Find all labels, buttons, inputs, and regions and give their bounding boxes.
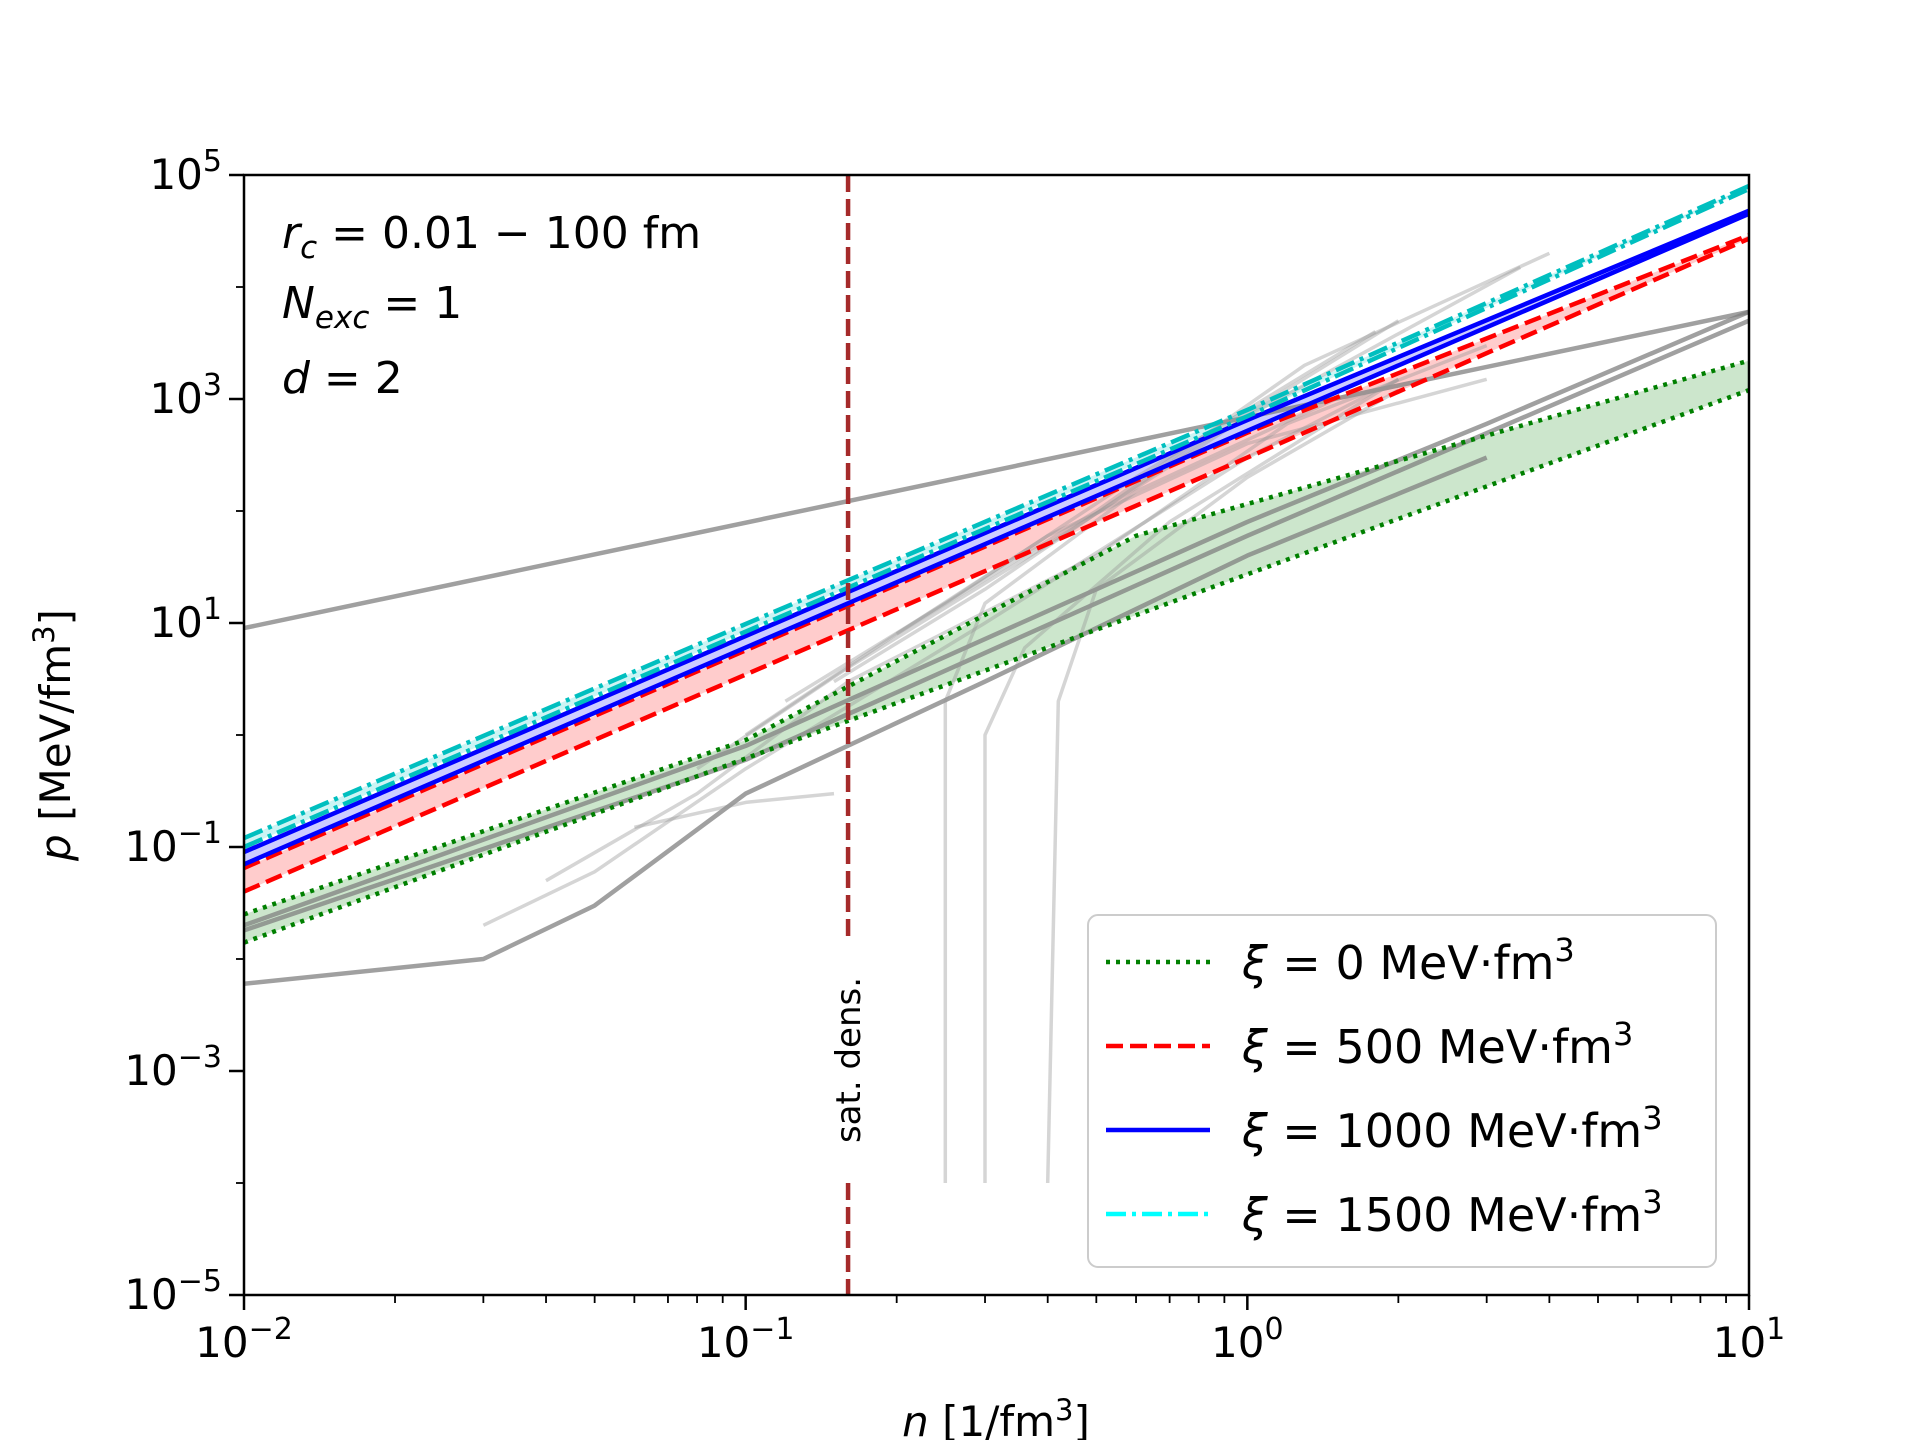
legend-label-xi0: ξ = 0 MeV·fm3 [1241,931,1575,990]
background-eos-curve [634,791,835,830]
band-line-xi=0-upper [244,358,1749,917]
background-eos-curve [1045,388,1400,1184]
y-tick-label: 101 [149,592,222,647]
y-axis-label: p [MeV/fm3] [27,609,80,862]
background-eos-curve [545,343,1488,883]
background-eos-curve [833,319,1400,684]
y-axis-ticks [229,173,244,1297]
legend-frame [1087,914,1717,1268]
y-tick-label: 10−3 [124,1040,222,1095]
y-axis-tick-labels: 10−5 10−3 10−1 101 103 105 [124,144,222,1319]
band-line-xi=1500-lower [244,186,1749,850]
band-line-xi=1000-upper [244,208,1749,855]
saturation-density-label: sat. dens. [829,977,869,1143]
annotation-nexc: Nexc = 1 [282,278,462,336]
band-line-xi=0-lower [244,387,1749,945]
legend-label-xi500: ξ = 500 MeV·fm3 [1241,1015,1633,1074]
band-fill-xi=1500 [244,185,1749,847]
background-eos-curve [784,330,1377,703]
annotation-d: d = 2 [282,353,403,404]
background-eos-curve [244,309,1749,928]
band-line-xi=1000-lower [244,211,1749,867]
y-tick-label: 10−5 [124,1264,222,1319]
annotation-rc: rc = 0.01 − 100 fm [282,208,701,266]
background-eos-curve [244,455,1488,987]
x-tick-label: 100 [1211,1312,1284,1367]
x-tick-label: 101 [1713,1312,1786,1367]
band-line-xi=500-lower [244,236,1749,894]
background-eos-curve [244,318,1749,933]
background-eos-curve [943,397,1337,1183]
background-eos-curves [244,251,1749,1184]
saturation-density-label-bg [829,940,868,1180]
legend: ξ = 0 MeV·fm3 ξ = 500 MeV·fm3 ξ = 1000 M… [1087,914,1717,1268]
legend-label-xi1000: ξ = 1000 MeV·fm3 [1241,1099,1663,1158]
background-eos-curve [895,377,1488,636]
saturation-density-marker: sat. dens. [829,175,869,1295]
x-tick-label: 10−2 [195,1312,293,1367]
band-boundary-lines [244,183,1749,945]
y-tick-label: 105 [149,144,222,199]
band-line-xi=1500-upper [244,183,1749,841]
legend-label-xi1500: ξ = 1500 MeV·fm3 [1241,1183,1663,1242]
background-eos-curve [244,309,1749,631]
y-tick-label: 103 [149,368,222,423]
x-axis-label: n [1/fm3] [902,1393,1090,1440]
x-tick-label: 10−1 [697,1312,795,1367]
x-axis-tick-labels: 10−2 10−1 100 101 [195,1312,1785,1367]
background-eos-curve [983,377,1400,1183]
x-axis-ticks [242,1295,1751,1310]
background-eos-curve [482,377,1400,927]
y-tick-label: 10−1 [124,816,222,871]
